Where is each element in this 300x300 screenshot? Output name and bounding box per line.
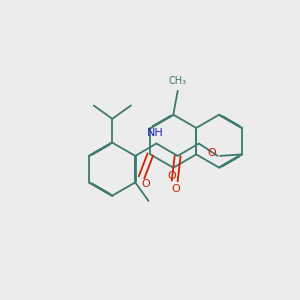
Text: CH₃: CH₃ xyxy=(169,76,187,86)
Text: O: O xyxy=(207,148,216,158)
Text: NH: NH xyxy=(147,128,164,138)
Text: O: O xyxy=(172,184,181,194)
Text: O: O xyxy=(142,179,150,189)
Text: O: O xyxy=(167,171,176,181)
